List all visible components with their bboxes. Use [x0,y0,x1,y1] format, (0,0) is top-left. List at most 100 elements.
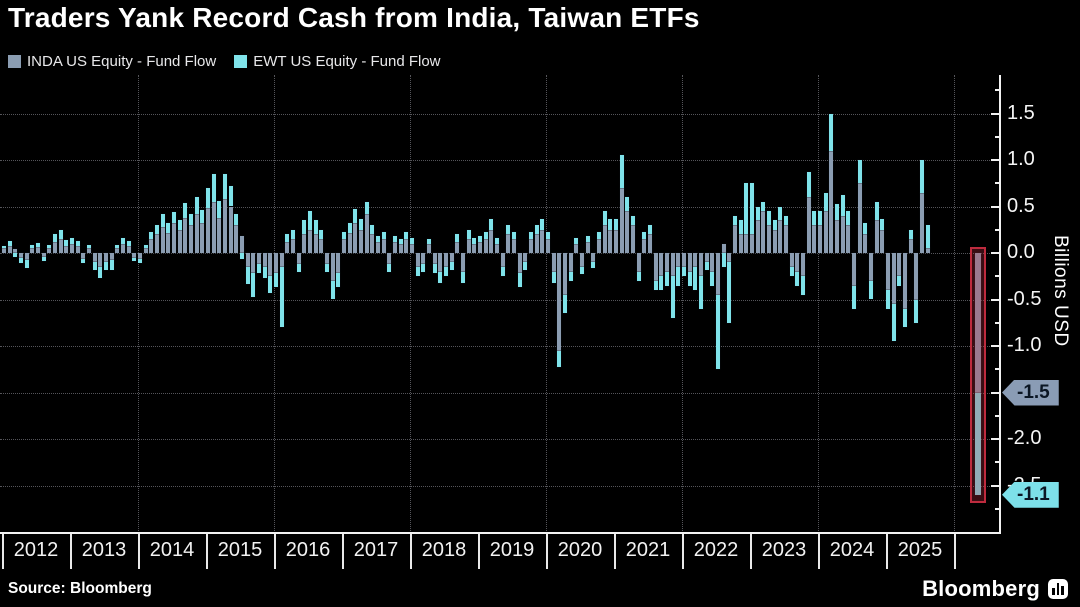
h-gridline [0,160,1000,161]
inda-bar-segment [302,234,307,253]
ewt-bar-segment [364,201,369,214]
y-axis-tick [991,159,1000,161]
inda-bar-segment [98,253,103,267]
ewt-bar-segment [64,239,69,246]
inda-bar-segment [529,239,533,253]
year-separator [2,533,4,569]
ewt-bar-segment [767,211,771,226]
ewt-bar-segment [812,211,817,226]
ewt-bar-segment [772,220,777,230]
year-separator [682,533,684,569]
ewt-bar-segment [778,206,783,221]
ewt-bar-segment [716,294,720,370]
year-label: 2016 [285,539,331,561]
ewt-bar-segment [597,231,601,240]
inda-bar-segment [19,253,23,258]
y-axis-tick [995,414,1000,417]
year-label: 2020 [557,539,603,561]
inda-bar-segment [863,234,868,253]
inda-bar-segment [330,253,335,281]
inda-bar-segment [789,253,794,267]
ewt-bar-segment [257,264,261,274]
ewt-bar-segment [903,308,907,328]
inda-bar-segment [313,234,318,253]
ewt-bar-segment [483,231,488,240]
h-gridline [0,206,1000,208]
inda-bar-segment [41,253,46,257]
inda-bar-segment [478,241,482,253]
inda-bar-segment [438,253,443,272]
ewt-bar-segment [206,187,210,209]
inda-bar-segment [840,215,845,253]
inda-bar-segment [574,243,579,253]
bloomberg-logo: Bloomberg [922,576,1068,602]
inda-bar-segment [648,234,652,253]
ewt-bar-segment [234,213,239,226]
ewt-bar-segment [427,239,431,244]
inda-bar-segment [64,245,69,253]
ewt-bar-segment [801,276,805,295]
inda-bar-segment [540,229,545,253]
inda-bar-segment [665,253,669,272]
ewt-bar-segment [376,236,380,242]
ewt-bar-segment [183,202,188,218]
ewt-bar-segment [557,350,562,368]
ewt-bar-segment [200,210,205,224]
inda-bar-segment [143,248,148,253]
year-separator [206,533,208,569]
h-gridline [0,299,1000,301]
ewt-bar-segment [863,223,868,235]
inda-bar-segment [404,239,409,253]
inda-bar-segment [36,247,40,253]
ewt-bar-segment [846,211,851,226]
inda-bar-segment [687,253,692,272]
ewt-bar-segment [381,231,386,240]
inda-bar-segment [211,201,216,253]
inda-bar-segment [784,225,788,253]
ewt-bar-segment [81,258,86,264]
inda-bar-segment [189,225,193,253]
ewt-bar-segment [534,225,539,235]
inda-bar-segment [387,253,392,265]
ewt-bar-segment [432,264,437,274]
ewt-bar-segment [189,213,193,226]
y-axis-tick [991,391,1000,394]
ewt-bar-segment [580,266,584,275]
inda-bar-segment [908,239,913,253]
inda-bar-segment [7,245,12,253]
ewt-bar-segment [619,155,624,188]
inda-bar-segment [47,248,52,253]
inda-bar-segment [880,229,885,253]
ewt-bar-segment [398,239,403,244]
year-label: 2025 [897,539,943,561]
y-tick-label: 0.5 [1007,194,1035,217]
inda-bar-segment [903,253,907,309]
ewt-bar-segment [228,186,233,207]
year-separator [410,533,412,569]
ewt-bar-segment [699,276,703,309]
ewt-bar-segment [523,262,528,270]
inda-bar-segment [81,253,86,259]
ewt-bar-segment [529,231,533,240]
inda-bar-segment [206,208,210,253]
inda-bar-segment [897,253,902,277]
inda-bar-segment [534,234,539,253]
inda-bar-segment [172,223,176,253]
inda-bar-segment [602,225,607,253]
inda-bar-segment [217,217,222,253]
inda-bar-segment [852,253,856,286]
ewt-bar-segment [750,183,754,235]
ewt-bar-segment [251,273,256,297]
ewt-bar-segment [421,264,426,272]
inda-swatch-icon [8,55,21,68]
inda-bar-segment [483,239,488,253]
ewt-bar-segment [36,242,40,248]
inda-bar-segment [177,229,182,253]
inda-bar-segment [75,245,80,253]
inda-bar-segment [857,183,862,253]
inda-bar-segment [563,253,567,295]
ewt-bar-segment [835,203,839,221]
h-gridline [0,439,1000,440]
inda-bar-segment [183,217,188,253]
ewt-bar-segment [104,262,108,270]
